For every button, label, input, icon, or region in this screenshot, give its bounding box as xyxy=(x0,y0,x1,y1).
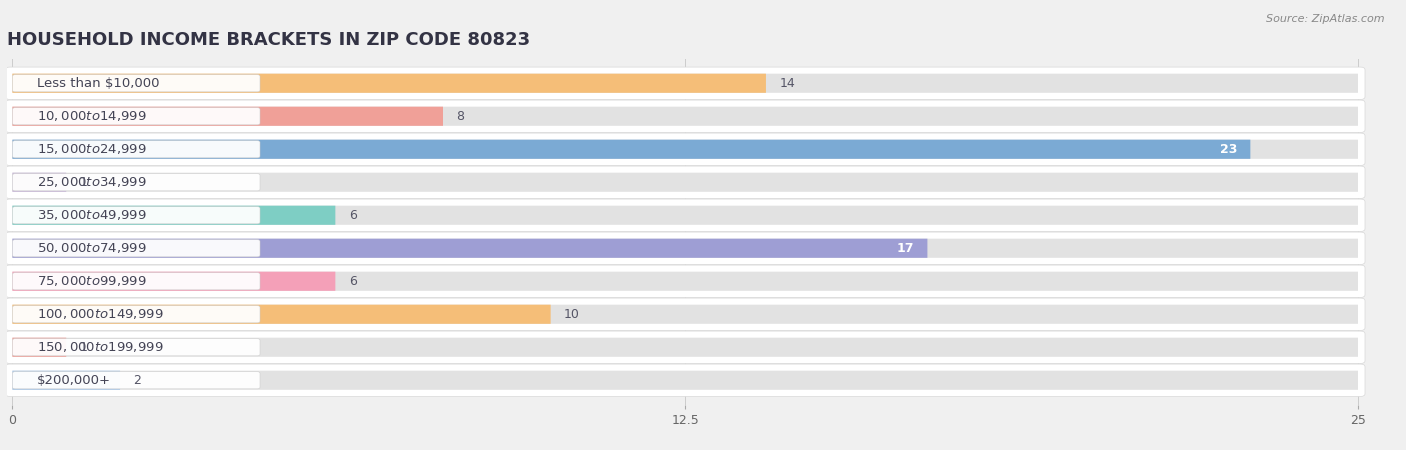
Text: 1: 1 xyxy=(80,176,87,189)
FancyBboxPatch shape xyxy=(6,265,1365,297)
FancyBboxPatch shape xyxy=(13,75,260,92)
FancyBboxPatch shape xyxy=(13,371,1358,390)
FancyBboxPatch shape xyxy=(13,240,260,257)
Text: $200,000+: $200,000+ xyxy=(37,374,111,387)
Text: 2: 2 xyxy=(134,374,142,387)
FancyBboxPatch shape xyxy=(13,207,260,224)
Text: Less than $10,000: Less than $10,000 xyxy=(37,77,159,90)
FancyBboxPatch shape xyxy=(13,273,260,290)
FancyBboxPatch shape xyxy=(13,140,1250,159)
Text: $35,000 to $49,999: $35,000 to $49,999 xyxy=(37,208,146,222)
FancyBboxPatch shape xyxy=(13,174,260,191)
Text: 8: 8 xyxy=(457,110,464,123)
Text: $10,000 to $14,999: $10,000 to $14,999 xyxy=(37,109,146,123)
Text: $25,000 to $34,999: $25,000 to $34,999 xyxy=(37,175,146,189)
Text: $50,000 to $74,999: $50,000 to $74,999 xyxy=(37,241,146,255)
FancyBboxPatch shape xyxy=(13,74,1358,93)
Text: 14: 14 xyxy=(779,77,796,90)
FancyBboxPatch shape xyxy=(13,173,66,192)
Text: $15,000 to $24,999: $15,000 to $24,999 xyxy=(37,142,146,156)
Text: 17: 17 xyxy=(897,242,914,255)
FancyBboxPatch shape xyxy=(13,371,120,390)
FancyBboxPatch shape xyxy=(6,133,1365,166)
Text: Source: ZipAtlas.com: Source: ZipAtlas.com xyxy=(1267,14,1385,23)
FancyBboxPatch shape xyxy=(13,272,1358,291)
FancyBboxPatch shape xyxy=(6,298,1365,330)
Text: $75,000 to $99,999: $75,000 to $99,999 xyxy=(37,274,146,288)
FancyBboxPatch shape xyxy=(13,238,1358,258)
FancyBboxPatch shape xyxy=(13,141,260,158)
FancyBboxPatch shape xyxy=(6,199,1365,231)
FancyBboxPatch shape xyxy=(13,206,336,225)
FancyBboxPatch shape xyxy=(6,166,1365,198)
Text: HOUSEHOLD INCOME BRACKETS IN ZIP CODE 80823: HOUSEHOLD INCOME BRACKETS IN ZIP CODE 80… xyxy=(7,31,530,49)
FancyBboxPatch shape xyxy=(13,74,766,93)
FancyBboxPatch shape xyxy=(13,238,928,258)
Text: 1: 1 xyxy=(80,341,87,354)
FancyBboxPatch shape xyxy=(6,67,1365,99)
FancyBboxPatch shape xyxy=(13,306,260,323)
FancyBboxPatch shape xyxy=(13,140,1358,159)
FancyBboxPatch shape xyxy=(6,100,1365,132)
FancyBboxPatch shape xyxy=(13,173,1358,192)
Text: 23: 23 xyxy=(1219,143,1237,156)
Text: $150,000 to $199,999: $150,000 to $199,999 xyxy=(37,340,163,354)
FancyBboxPatch shape xyxy=(13,339,260,356)
FancyBboxPatch shape xyxy=(13,108,260,125)
FancyBboxPatch shape xyxy=(13,338,66,357)
FancyBboxPatch shape xyxy=(6,364,1365,396)
Text: $100,000 to $149,999: $100,000 to $149,999 xyxy=(37,307,163,321)
Text: 10: 10 xyxy=(564,308,581,321)
FancyBboxPatch shape xyxy=(13,206,1358,225)
FancyBboxPatch shape xyxy=(13,107,1358,126)
FancyBboxPatch shape xyxy=(13,305,551,324)
FancyBboxPatch shape xyxy=(6,331,1365,364)
Text: 6: 6 xyxy=(349,209,357,222)
Text: 6: 6 xyxy=(349,275,357,288)
FancyBboxPatch shape xyxy=(13,272,336,291)
FancyBboxPatch shape xyxy=(13,372,260,389)
FancyBboxPatch shape xyxy=(13,338,1358,357)
FancyBboxPatch shape xyxy=(13,305,1358,324)
FancyBboxPatch shape xyxy=(6,232,1365,265)
FancyBboxPatch shape xyxy=(13,107,443,126)
